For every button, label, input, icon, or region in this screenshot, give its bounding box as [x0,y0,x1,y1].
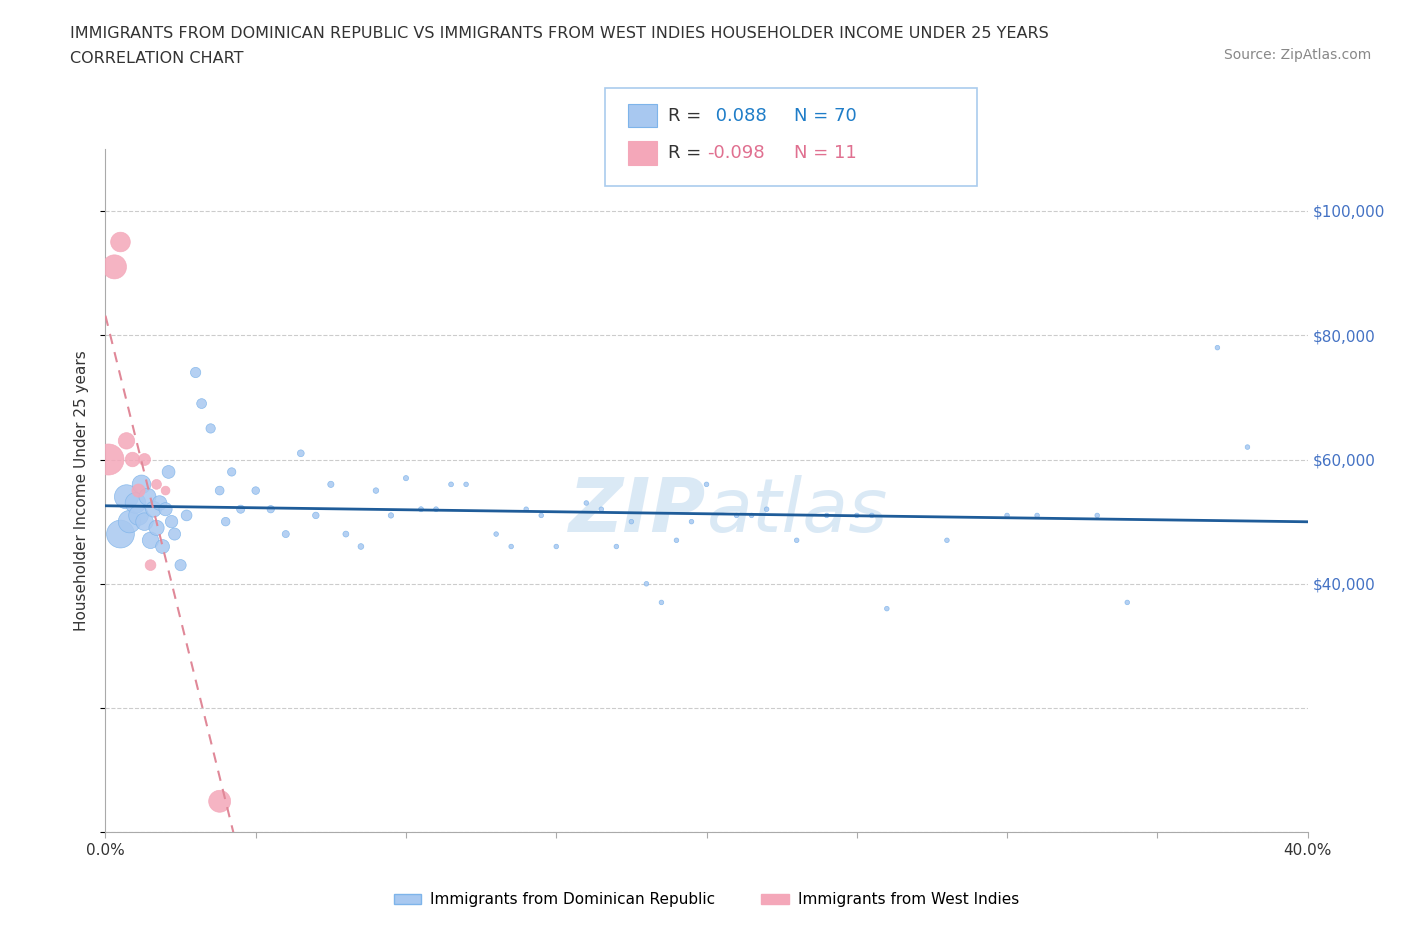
Point [755,502,778,517]
Point [134,452,156,467]
Point [1206,340,1229,355]
Point [605,539,627,554]
Point [121,452,143,467]
Point [380,508,402,523]
Point [335,526,357,541]
Point [786,533,808,548]
Point [876,601,898,616]
Text: IMMIGRANTS FROM DOMINICAN REPUBLIC VS IMMIGRANTS FROM WEST INDIES HOUSEHOLDER IN: IMMIGRANTS FROM DOMINICAN REPUBLIC VS IM… [70,26,1049,41]
Point [200,421,222,436]
Point [136,489,159,504]
Point [97,452,120,467]
Point [245,484,267,498]
Y-axis label: Householder Income Under 25 years: Householder Income Under 25 years [73,351,89,631]
Point [350,539,373,554]
Point [364,484,387,498]
Point [395,471,418,485]
Text: R =: R = [668,144,702,163]
Point [1085,508,1108,523]
Point [815,508,838,523]
Point [319,477,342,492]
Point [995,508,1018,523]
Point [139,558,162,573]
Point [1236,440,1258,455]
Point [575,496,598,511]
Point [636,577,658,591]
Point [546,539,568,554]
Text: N = 11: N = 11 [794,144,858,163]
Text: Source: ZipAtlas.com: Source: ZipAtlas.com [1223,48,1371,62]
Text: R =: R = [668,107,702,126]
Point [110,526,132,541]
Point [142,502,165,517]
Point [501,539,523,554]
Point [103,259,125,274]
Point [485,526,508,541]
Point [260,502,283,517]
Point [845,508,868,523]
Point [152,539,174,554]
Text: N = 70: N = 70 [794,107,858,126]
Point [860,508,883,523]
Point [190,396,212,411]
Point [145,521,167,536]
Text: atlas: atlas [707,475,889,547]
Point [274,526,297,541]
Point [169,558,191,573]
Point [176,508,198,523]
Text: 0.088: 0.088 [710,107,766,126]
Point [305,508,328,523]
Point [163,526,186,541]
Point [131,477,153,492]
Point [184,365,207,380]
Point [221,464,243,479]
Point [290,445,312,460]
Point [145,477,167,492]
Point [696,477,718,492]
Point [725,508,748,523]
Point [148,496,170,511]
Point [208,794,231,809]
Point [665,533,688,548]
Point [160,514,183,529]
Point [139,533,162,548]
Point [515,502,537,517]
Point [454,477,477,492]
Point [155,484,177,498]
Point [155,502,177,517]
Point [214,514,236,529]
Legend: Immigrants from Dominican Republic, Immigrants from West Indies: Immigrants from Dominican Republic, Immi… [388,886,1025,913]
Point [115,489,138,504]
Point [208,484,231,498]
Point [115,433,138,448]
Point [741,508,763,523]
Point [229,502,252,517]
Point [110,234,132,249]
Point [409,502,432,517]
Point [1116,595,1139,610]
Point [118,514,141,529]
Point [425,502,447,517]
Point [591,502,613,517]
Point [650,595,672,610]
Point [128,484,150,498]
Text: -0.098: -0.098 [707,144,765,163]
Point [440,477,463,492]
Point [620,514,643,529]
Point [157,464,180,479]
Point [1026,508,1049,523]
Text: CORRELATION CHART: CORRELATION CHART [70,51,243,66]
Text: ZIP: ZIP [569,474,707,548]
Point [681,514,703,529]
Point [128,508,150,523]
Point [936,533,959,548]
Point [124,496,146,511]
Point [530,508,553,523]
Point [134,514,156,529]
